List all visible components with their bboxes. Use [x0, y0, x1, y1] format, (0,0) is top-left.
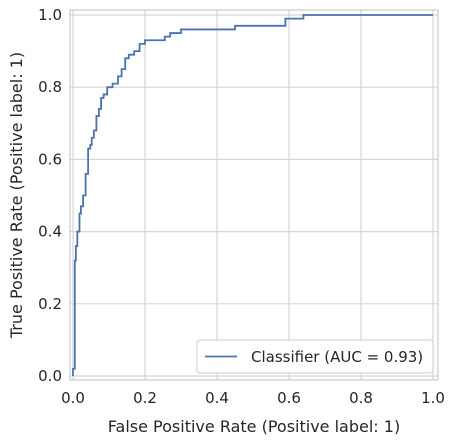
y-tick-label-5: 1.0: [38, 6, 62, 24]
x-tick-label-3: 0.6: [277, 389, 301, 407]
roc-curve-line: [72, 14, 433, 376]
series-layer: [72, 14, 433, 376]
legend-series-label: Classifier (AUC = 0.93): [251, 348, 423, 366]
legend: Classifier (AUC = 0.93): [196, 339, 434, 374]
grid-lines: [70, 10, 438, 380]
x-tick-label-4: 0.8: [349, 389, 373, 407]
plot-background: [70, 10, 438, 380]
x-tick-label-1: 0.2: [133, 389, 157, 407]
y-tick-label-3: 0.6: [38, 150, 62, 168]
y-tick-label-2: 0.4: [38, 223, 62, 241]
y-axis-label: True Positive Rate (Positive label: 1): [7, 52, 26, 339]
x-tick-label-0: 0.0: [61, 389, 85, 407]
x-axis-label: False Positive Rate (Positive label: 1): [108, 417, 400, 436]
y-tick-label-1: 0.2: [38, 295, 62, 313]
tick-labels: 0.0 0.2 0.4 0.6 0.8 1.0 0.0 0.2 0.4 0.6 0.8 1.0: [38, 6, 445, 407]
x-tick-label-2: 0.4: [205, 389, 229, 407]
legend-box: [196, 339, 434, 374]
y-tick-label-4: 0.8: [38, 78, 62, 96]
y-tick-label-0: 0.0: [38, 367, 62, 385]
plot-frame: [69, 9, 439, 381]
x-tick-label-5: 1.0: [421, 389, 445, 407]
